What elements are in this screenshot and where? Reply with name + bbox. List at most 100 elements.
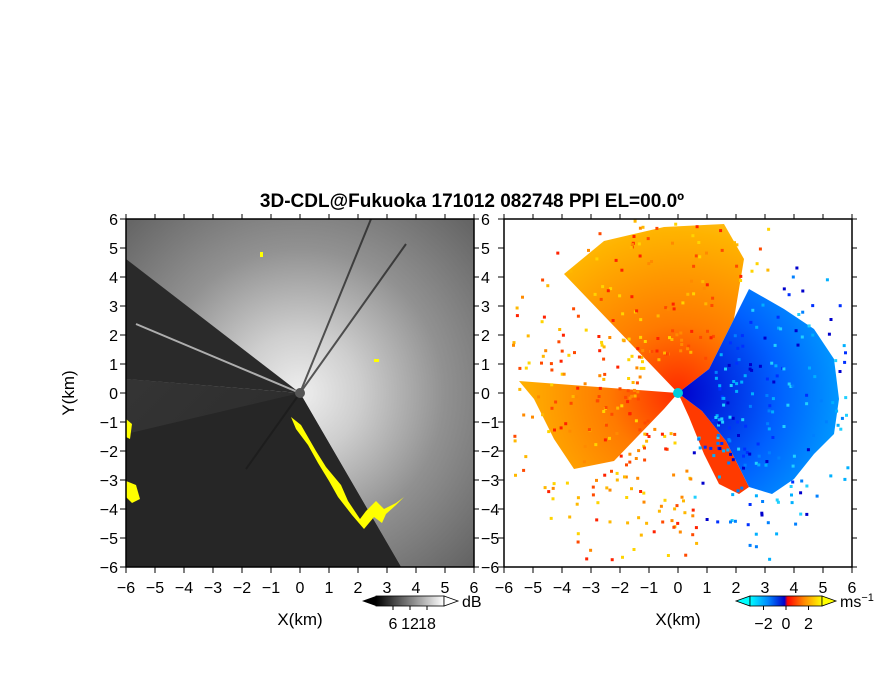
velocity-gate [845,413,848,417]
velocity-gate [628,396,632,400]
y-tick-label-right: 3 [481,299,490,316]
velocity-gate [671,302,675,306]
velocity-gate [554,400,558,404]
velocity-gate [782,367,786,371]
y-tick-label: −4 [100,502,118,519]
velocity-gate [834,359,838,363]
velocity-gate [610,469,613,473]
velocity-gate [754,494,758,498]
velocity-gate [673,441,677,445]
velocity-gate [653,427,657,431]
velocity-gate [704,302,708,306]
x-tick-label: −5 [146,580,164,597]
velocity-gate [606,289,610,293]
velocity-gate [591,493,595,497]
y-tick-label-right: 2 [481,328,490,345]
velocity-gate [628,412,632,416]
velocity-gate [638,428,642,432]
velocity-gate [666,554,670,557]
y-tick-label-right: −5 [481,531,499,548]
x-tick-label: −4 [175,580,193,597]
velocity-gate [603,372,607,376]
velocity-gate [630,487,633,491]
x-tick-label: −2 [233,580,251,597]
y-tick-label: −1 [100,415,118,432]
velocity-gate [742,454,745,458]
velocity-gate [633,394,637,398]
velocity-gate [760,513,764,517]
velocity-gate [741,418,745,422]
velocity-gate [625,463,628,467]
velocity-gate [771,397,775,401]
velocity-gate [720,442,724,445]
velocity-gate [558,328,562,331]
velocity-gate [655,349,659,353]
velocity-gate [544,349,548,353]
velocity-gate [840,416,844,420]
velocity-gate [773,343,777,347]
velocity-gate [751,308,755,312]
velocity-gate [735,389,739,393]
y-tick-label: 0 [109,386,118,403]
colorbar-unit-left: dB [462,594,482,611]
velocity-gate [635,366,639,370]
velocity-gate [643,458,647,462]
y-tick-label: 5 [109,241,118,258]
velocity-gate [587,248,590,252]
velocity-gate [643,340,647,343]
velocity-gate [569,269,573,273]
radial-streaks [245,219,407,470]
velocity-gate [765,377,769,381]
velocity-gate [541,278,545,282]
velocity-gate [671,329,675,333]
x-tick-label: 5 [819,580,828,597]
velocity-gate [739,279,743,282]
velocity-gate [787,293,791,297]
velocity-gate [755,262,759,266]
velocity-gate [550,406,554,410]
velocity-gate [703,445,707,449]
velocity-gate [808,366,811,370]
velocity-gate [602,410,606,413]
velocity-gate [831,401,835,405]
velocity-gate [799,512,803,516]
reflectivity-axes: −6 −5 −4 −3 −2 −1 0 1 2 3 4 5 66 65 54 43 32 21 10 0−1 −1−2−… [100,212,500,597]
velocity-gate [729,520,732,524]
velocity-gate [680,495,684,499]
velocity-gate [626,389,630,393]
velocity-gate [642,366,646,370]
y-tick-label-right: 6 [481,212,490,229]
y-tick-label: −6 [100,560,118,577]
velocity-gate [609,287,613,291]
velocity-gate [598,349,602,353]
velocity-gate [512,341,516,345]
velocity-gate [587,428,591,432]
velocity-gate [527,361,531,365]
x-tick-label: 3 [383,580,392,597]
velocity-gate [515,314,519,318]
velocity-gate [740,334,744,338]
velocity-gate [601,285,605,289]
velocity-gate [772,380,776,384]
velocity-gate [549,516,553,520]
velocity-gate [522,468,526,472]
velocity-gate [560,372,564,376]
velocity-gate [603,438,607,442]
velocity-gate [751,392,754,396]
velocity-gate [730,519,734,522]
velocity-gate [716,441,720,445]
colorbar-tick-label: −2 [754,616,772,633]
velocity-gate [585,557,589,561]
velocity-gate [767,409,771,413]
y-tick-label: 1 [109,357,118,374]
velocity-gate [621,312,625,316]
y-tick-label-right: −6 [481,560,499,577]
velocity-gate [636,347,640,351]
velocity-gate [537,395,541,399]
velocity-gate [711,334,715,338]
velocity-gate [660,432,664,436]
velocity-gate [786,403,790,407]
velocity-gate [744,424,748,428]
velocity-gate [799,491,803,495]
velocity-gate [742,466,745,470]
